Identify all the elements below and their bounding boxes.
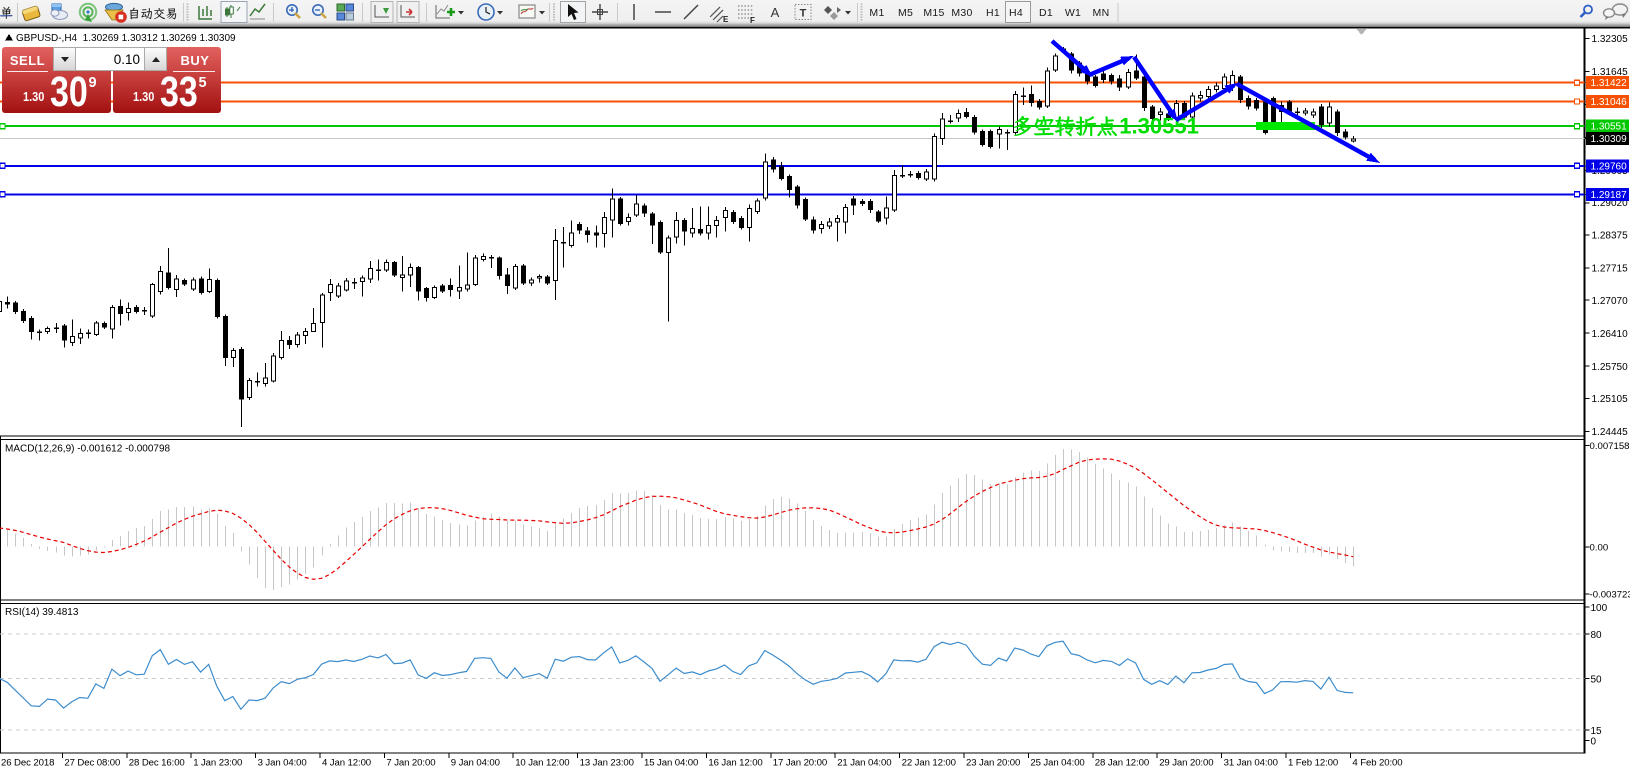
svg-text:1.27715: 1.27715: [1592, 264, 1629, 275]
svg-text:100: 100: [1591, 603, 1608, 614]
svg-text:RSI(14) 39.4813: RSI(14) 39.4813: [5, 607, 79, 618]
svg-text:26 Dec 2018: 26 Dec 2018: [1, 758, 54, 769]
svg-text:1.25750: 1.25750: [1592, 362, 1629, 373]
svg-text:M5: M5: [898, 7, 913, 19]
svg-text:80: 80: [1591, 630, 1603, 641]
svg-text:28 Dec 16:00: 28 Dec 16:00: [129, 758, 185, 769]
svg-text:1 Jan 23:00: 1 Jan 23:00: [193, 758, 242, 769]
svg-text:H1: H1: [986, 7, 1000, 19]
svg-text:0.007158: 0.007158: [1590, 441, 1630, 452]
svg-text:D1: D1: [1039, 7, 1053, 19]
svg-text:9 Jan 04:00: 9 Jan 04:00: [451, 758, 500, 769]
svg-text:1.31046: 1.31046: [1591, 97, 1628, 108]
svg-text:MN: MN: [1093, 7, 1110, 19]
svg-text:GBPUSD-,H4 1.30269 1.30312 1.: GBPUSD-,H4 1.30269 1.30312 1.30269 1.303…: [16, 33, 236, 44]
svg-text:1.31422: 1.31422: [1591, 78, 1628, 89]
svg-text:15 Jan 04:00: 15 Jan 04:00: [644, 758, 698, 769]
svg-text:1.30551: 1.30551: [1591, 122, 1628, 133]
svg-text:0: 0: [1591, 737, 1597, 748]
svg-text:1 Feb 12:00: 1 Feb 12:00: [1288, 758, 1338, 769]
svg-text:31 Jan 04:00: 31 Jan 04:00: [1224, 758, 1278, 769]
svg-text:M15: M15: [923, 7, 944, 19]
svg-text:1.27070: 1.27070: [1592, 296, 1629, 307]
svg-text:4 Feb 20:00: 4 Feb 20:00: [1352, 758, 1402, 769]
svg-text:1.28375: 1.28375: [1592, 231, 1629, 242]
svg-text:17 Jan 20:00: 17 Jan 20:00: [773, 758, 827, 769]
svg-text:1.30551: 1.30551: [1119, 114, 1199, 139]
svg-text:-0.003723: -0.003723: [1590, 590, 1630, 601]
svg-text:21 Jan 04:00: 21 Jan 04:00: [837, 758, 891, 769]
svg-text:1.30309: 1.30309: [1591, 134, 1628, 145]
svg-text:F: F: [750, 16, 755, 25]
svg-text:7 Jan 20:00: 7 Jan 20:00: [386, 758, 435, 769]
svg-text:A: A: [771, 5, 780, 20]
svg-text:10 Jan 12:00: 10 Jan 12:00: [515, 758, 569, 769]
svg-text:1.29187: 1.29187: [1591, 190, 1628, 201]
svg-text:13 Jan 23:00: 13 Jan 23:00: [580, 758, 634, 769]
svg-text:27 Dec 08:00: 27 Dec 08:00: [64, 758, 120, 769]
svg-text:T: T: [800, 8, 807, 20]
svg-text:25 Jan 04:00: 25 Jan 04:00: [1030, 758, 1084, 769]
svg-text:E: E: [723, 15, 729, 24]
svg-text:50: 50: [1591, 674, 1603, 685]
svg-text:1.32305: 1.32305: [1592, 34, 1629, 45]
svg-text:W1: W1: [1065, 7, 1081, 19]
svg-text:M1: M1: [869, 7, 884, 19]
svg-text:H4: H4: [1009, 7, 1023, 19]
svg-text:1.26410: 1.26410: [1592, 329, 1629, 340]
svg-text:16 Jan 12:00: 16 Jan 12:00: [708, 758, 762, 769]
svg-text:0.00: 0.00: [1590, 543, 1609, 554]
svg-text:15: 15: [1591, 726, 1603, 737]
svg-text:29 Jan 20:00: 29 Jan 20:00: [1159, 758, 1213, 769]
svg-text:1.29020: 1.29020: [1592, 198, 1629, 209]
svg-text:1.29760: 1.29760: [1591, 161, 1628, 172]
svg-text:28 Jan 12:00: 28 Jan 12:00: [1095, 758, 1149, 769]
svg-text:1.31645: 1.31645: [1592, 67, 1629, 78]
svg-text:3 Jan 04:00: 3 Jan 04:00: [258, 758, 307, 769]
svg-text:23 Jan 20:00: 23 Jan 20:00: [966, 758, 1020, 769]
svg-text:4 Jan 12:00: 4 Jan 12:00: [322, 758, 371, 769]
svg-text:M30: M30: [951, 7, 972, 19]
svg-text:MACD(12,26,9) -0.001612 -0.000: MACD(12,26,9) -0.001612 -0.000798: [5, 444, 171, 455]
svg-text:1.24445: 1.24445: [1592, 427, 1629, 438]
svg-text:22 Jan 12:00: 22 Jan 12:00: [902, 758, 956, 769]
svg-text:1.25105: 1.25105: [1592, 394, 1629, 405]
